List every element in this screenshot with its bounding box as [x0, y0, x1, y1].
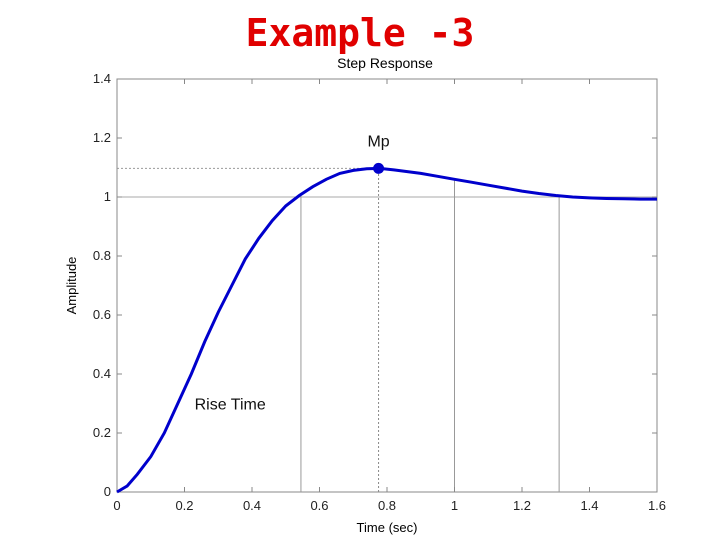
y-tick-label: 1	[104, 189, 111, 204]
y-tick-label: 0.6	[93, 307, 111, 322]
x-tick-label: 1.2	[513, 498, 531, 513]
x-tick-label: 0.8	[378, 498, 396, 513]
x-tick-label: 0.6	[310, 498, 328, 513]
x-tick-label: 1.6	[648, 498, 666, 513]
rise-time-label: Rise Time	[195, 396, 266, 413]
peak-label: Mp	[367, 133, 389, 150]
chart-title: Step Response	[337, 55, 433, 71]
y-tick-label: 0	[104, 484, 111, 499]
axis-ticks: 0 0.2 0.4 0.6 0.8 1 1.2 1.4 1.6 0 0.2 0.4 0.6 0.8 1 1.2…	[93, 71, 666, 513]
y-tick-label: 1.2	[93, 130, 111, 145]
x-tick-label: 0.2	[175, 498, 193, 513]
x-axis-label: Time (sec)	[357, 520, 418, 535]
x-tick-label: 1.4	[580, 498, 598, 513]
x-tick-label: 0	[113, 498, 120, 513]
y-tick-label: 0.2	[93, 425, 111, 440]
y-tick-label: 0.8	[93, 248, 111, 263]
step-response-curve	[116, 166, 657, 494]
y-tick-label: 1.4	[93, 71, 111, 86]
reference-lines	[117, 167, 657, 492]
y-axis-label: Amplitude	[64, 257, 79, 315]
x-tick-label: 0.4	[243, 498, 261, 513]
y-tick-label: 0.4	[93, 366, 111, 381]
plot-area	[116, 78, 658, 493]
peak-marker	[373, 162, 385, 174]
x-tick-label: 1	[451, 498, 458, 513]
slide-title: Example -3	[245, 11, 475, 55]
